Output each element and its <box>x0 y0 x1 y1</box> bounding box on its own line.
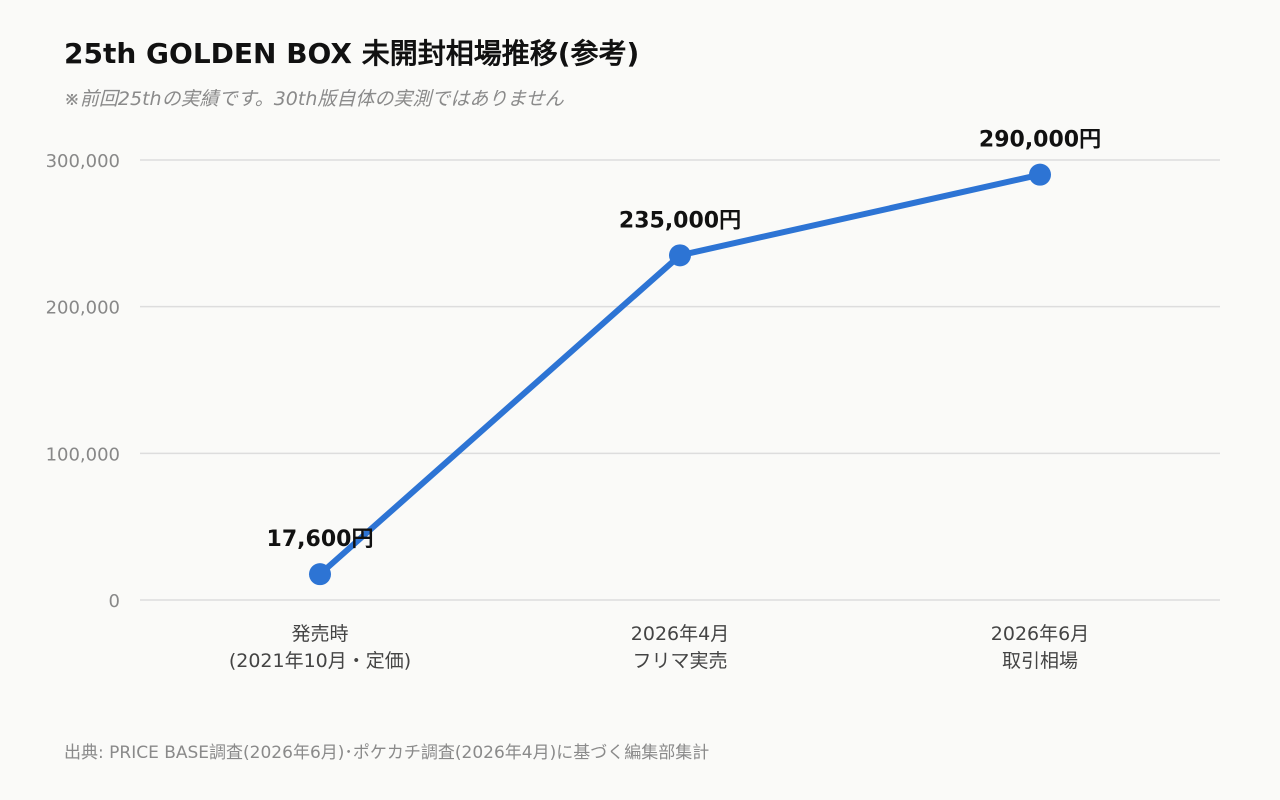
y-tick-label: 300,000 <box>46 151 120 172</box>
x-tick-label: 2026年4月フリマ実売 <box>631 623 729 672</box>
source-note: 出典: PRICE BASE調査(2026年6月)･ポケカチ調査(2026年4月… <box>64 743 710 763</box>
y-tick-label: 200,000 <box>46 298 120 319</box>
data-point <box>1029 163 1051 186</box>
data-label: 290,000円 <box>979 128 1101 153</box>
series-line <box>317 171 1043 578</box>
x-tick-label: 2026年6月取引相場 <box>991 623 1089 672</box>
x-tick-label: 発売時(2021年10月・定価) <box>229 623 411 672</box>
y-axis-ticks: 0 100,000 200,000 300,000 <box>46 151 120 612</box>
y-tick-label: 100,000 <box>46 444 120 465</box>
y-tick-label: 0 <box>109 591 120 612</box>
data-point <box>669 244 691 267</box>
data-label: 235,000円 <box>619 208 741 233</box>
x-axis-ticks: 発売時(2021年10月・定価) 2026年4月フリマ実売 2026年6月取引相場 <box>229 623 1089 672</box>
chart-title: 25th GOLDEN BOX 未開封相場推移(参考) <box>64 37 640 70</box>
data-label: 17,600円 <box>267 527 374 552</box>
grid-layer <box>140 159 1220 601</box>
data-label-layer: 17,600円 235,000円 290,000円 <box>267 128 1102 553</box>
data-point <box>309 563 331 586</box>
series-layer <box>309 163 1051 586</box>
chart-subtitle: ※前回25thの実績です。30th版自体の実測ではありません <box>64 88 564 110</box>
